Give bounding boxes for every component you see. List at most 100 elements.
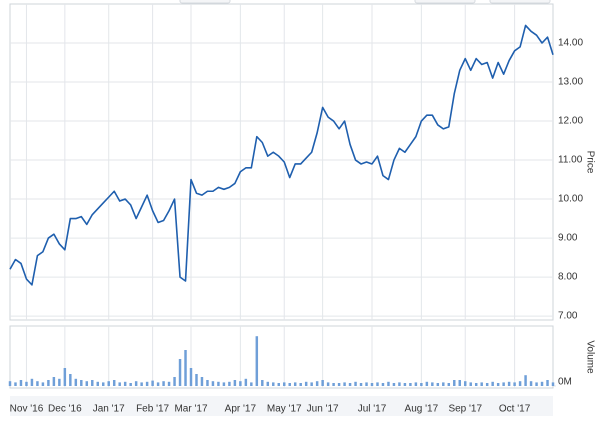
volume-bar (118, 382, 121, 386)
toolbar-button[interactable] (179, 0, 231, 4)
x-tick-label: Jul '17 (358, 404, 387, 415)
volume-bar (507, 381, 511, 386)
volume-bar (299, 383, 302, 386)
volume-bar (58, 378, 61, 386)
volume-bar (326, 382, 330, 386)
volume-bar (337, 383, 341, 386)
volume-bar (189, 368, 193, 386)
x-tick-label: Dec '16 (48, 404, 82, 415)
volume-bar (469, 382, 472, 386)
volume-bar (442, 382, 445, 386)
x-tick-label: Aug '17 (405, 404, 439, 415)
x-tick-label: Feb '17 (136, 404, 169, 415)
volume-bar (217, 381, 220, 386)
volume-bar (277, 383, 280, 386)
volume-bar (409, 383, 412, 386)
x-tick-label: May '17 (267, 404, 302, 415)
volume-bar (184, 350, 187, 386)
volume-bar (447, 383, 451, 386)
volume-bar (173, 377, 176, 386)
toolbar-button[interactable] (414, 0, 476, 4)
volume-bar (288, 383, 291, 386)
volume-bar (403, 383, 407, 386)
volume-bar (485, 383, 489, 386)
volume-bar (151, 380, 154, 386)
volume-bar (496, 383, 500, 386)
volume-bar (195, 374, 198, 386)
volume-bar (222, 382, 226, 386)
x-tick-label: Mar '17 (174, 404, 207, 415)
volume-bar (458, 380, 461, 386)
volume-bar (19, 380, 23, 386)
price-line (9, 24, 554, 286)
volume-bar (266, 381, 270, 386)
volume-bar (129, 383, 132, 386)
volume-bar (211, 381, 215, 386)
volume-bar (513, 382, 516, 386)
volume-bar (304, 381, 308, 386)
y-tick-label: 9.00 (558, 233, 578, 244)
volume-bar (474, 383, 478, 386)
volume-bar (436, 383, 440, 386)
volume-bar (420, 383, 423, 386)
volume-bar (332, 383, 335, 386)
y-tick-label: 11.00 (558, 155, 583, 166)
volume-bar (518, 381, 522, 386)
volume-bar (365, 382, 368, 386)
x-tick-label: Jun '17 (307, 404, 339, 415)
volume-bar (261, 380, 264, 386)
volume-bar (272, 382, 275, 386)
y-tick-label: 14.00 (558, 38, 583, 49)
x-tick-label: Jan '17 (93, 404, 125, 415)
volume-bar (425, 381, 429, 386)
y2-tick-label: 0M (558, 377, 572, 388)
navigator (10, 396, 553, 416)
volume-bar (540, 381, 544, 386)
volume-bar (80, 380, 83, 386)
volume-bar (321, 380, 324, 386)
volume-bar (398, 382, 401, 386)
volume-bar (283, 382, 286, 386)
volume-bar (414, 382, 418, 386)
volume-bar (431, 382, 434, 386)
volume-bar (293, 382, 297, 386)
volume-bar (41, 382, 45, 386)
volume-bar (47, 380, 50, 386)
volume-bar (376, 382, 379, 386)
volume-bar (8, 381, 12, 386)
volume-bar (491, 381, 494, 386)
volume-bar (63, 368, 67, 386)
y-tick-label: 8.00 (558, 272, 578, 283)
volume-bar (30, 378, 34, 386)
volume-bar (453, 380, 456, 386)
volume-bar (107, 381, 110, 386)
volume-bar (535, 382, 538, 386)
volume-bar (387, 381, 390, 386)
x-tick-label: Sep '17 (448, 404, 482, 415)
toolbar-button[interactable] (489, 0, 551, 4)
volume-bar (529, 381, 533, 386)
volume-bar (233, 380, 237, 386)
volume-bar (134, 381, 138, 386)
volume-bar (123, 381, 127, 386)
volume-bar (255, 336, 259, 386)
y-tick-label: 10.00 (558, 194, 583, 205)
x-tick-label: Apr '17 (225, 404, 257, 415)
volume-bar (102, 382, 105, 386)
volume-bar (228, 381, 231, 386)
volume-bar (239, 381, 242, 386)
volume-bar (551, 382, 555, 386)
volume-bar (392, 383, 396, 386)
volume-bar (310, 382, 313, 386)
y-tick-label: 13.00 (558, 77, 583, 88)
volume-bar (156, 382, 160, 386)
volume-bar (359, 383, 363, 386)
volume-bar (167, 381, 171, 386)
volume-bar (91, 380, 94, 386)
y-tick-label: 7.00 (558, 311, 578, 322)
volume-bar (145, 381, 149, 386)
volume-bar (343, 382, 346, 386)
volume-bar (140, 382, 143, 386)
volume-bar (464, 381, 467, 386)
